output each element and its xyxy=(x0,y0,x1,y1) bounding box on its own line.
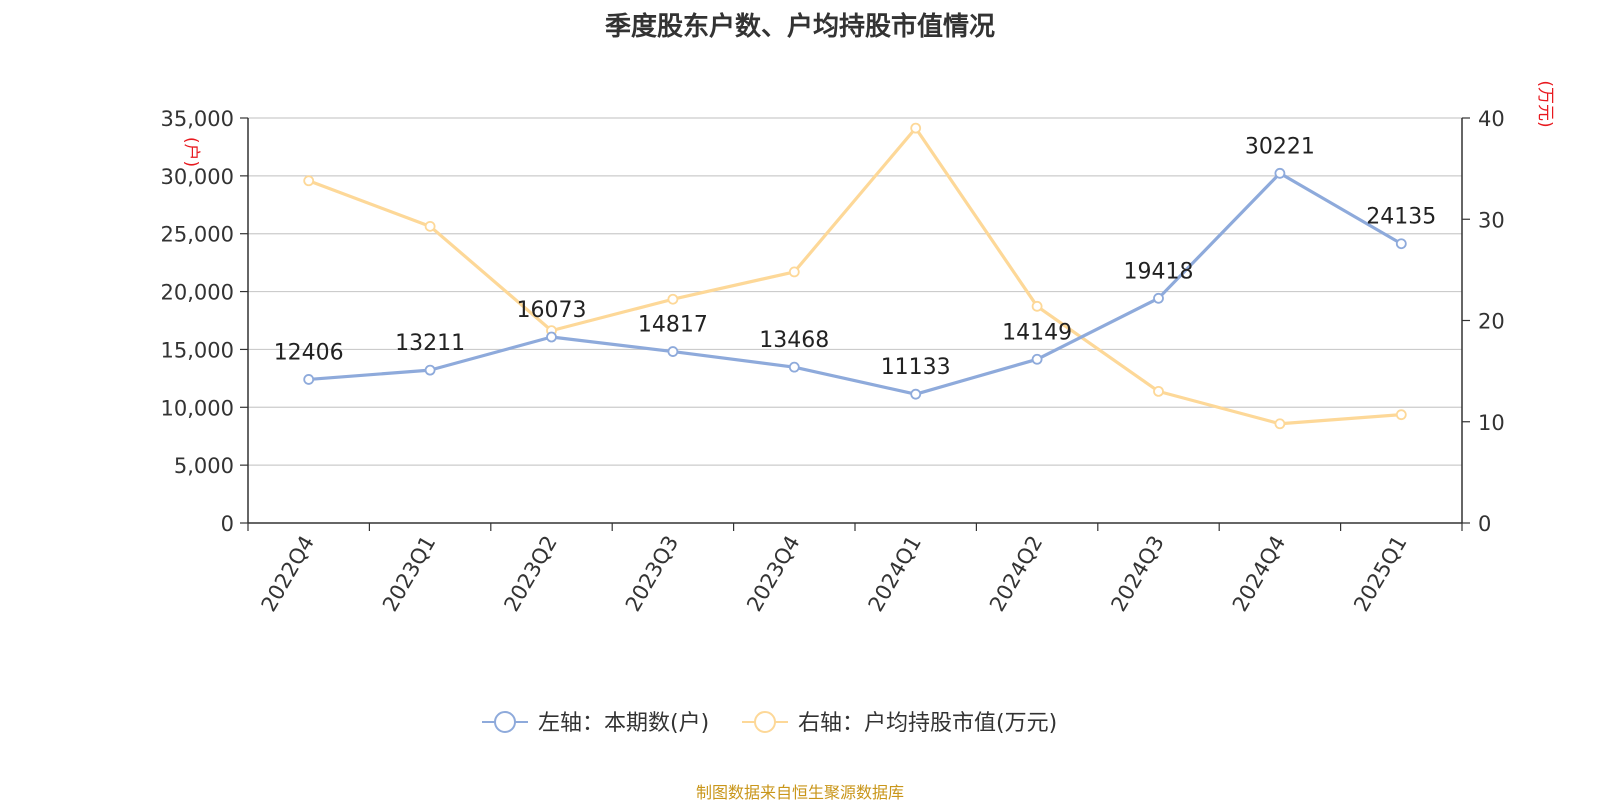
left-axis-tick-label: 30,000 xyxy=(161,165,234,189)
holders-data-label: 12406 xyxy=(274,340,344,365)
avg-value-point xyxy=(1395,409,1407,421)
x-axis-category-label: 2025Q1 xyxy=(1349,532,1411,616)
left-axis-tick-label: 35,000 xyxy=(161,107,234,131)
x-axis-category-label: 2023Q2 xyxy=(499,532,561,616)
legend-marker xyxy=(754,711,776,733)
avg-value-point xyxy=(1153,385,1164,397)
holders-data-label: 11133 xyxy=(881,355,951,380)
holders-data-label: 30221 xyxy=(1245,134,1315,159)
holders-data-label: 13468 xyxy=(759,328,829,353)
left-axis-tick-label: 25,000 xyxy=(161,223,234,247)
left-axis-tick-label: 0 xyxy=(221,512,234,536)
x-axis-category-label: 2023Q1 xyxy=(378,532,440,616)
avg-value-line xyxy=(308,126,1402,426)
left-axis-tick-label: 15,000 xyxy=(161,338,234,362)
x-axis-category-label: 2023Q4 xyxy=(742,532,804,616)
avg-value-point xyxy=(303,175,315,187)
right-axis-tick-label: 10 xyxy=(1478,411,1505,435)
holders-point xyxy=(667,346,679,357)
holders-point xyxy=(546,331,557,343)
holders-point xyxy=(1031,353,1043,365)
right-axis-tick-label: 20 xyxy=(1478,310,1505,334)
right-axis-tick-label: 0 xyxy=(1478,512,1491,536)
avg-value-point xyxy=(910,122,922,134)
holders-point xyxy=(303,374,315,385)
avg-value-point xyxy=(1031,300,1043,312)
avg-value-point xyxy=(424,220,436,232)
holders-data-label: 16073 xyxy=(517,298,587,323)
x-axis-category-label: 2024Q3 xyxy=(1106,532,1168,616)
holders-data-label: 14817 xyxy=(638,313,708,338)
legend-label: 右轴：户均持股市值(万元) xyxy=(798,711,1057,736)
x-axis-category-label: 2024Q2 xyxy=(985,532,1047,616)
left-axis-unit-label: (户) xyxy=(181,137,201,167)
avg-value-point xyxy=(667,293,679,305)
right-axis-tick-label: 40 xyxy=(1478,107,1505,131)
holders-point xyxy=(910,388,922,400)
left-axis-tick-label: 5,000 xyxy=(174,454,234,478)
legend-label: 左轴：本期数(户) xyxy=(538,711,709,736)
holders-line xyxy=(308,171,1403,396)
holders-point xyxy=(1395,238,1407,250)
avg-value-point xyxy=(788,266,800,278)
right-axis-unit-label: (万元) xyxy=(1535,80,1555,127)
dual-axis-line-chart: 0 5,000 10,000 15,000 20,000 25,000 30,000 35,0… xyxy=(161,80,1555,736)
x-axis-category-label: 2023Q3 xyxy=(621,532,683,616)
holders-point xyxy=(788,361,800,373)
holders-data-label: 19418 xyxy=(1124,259,1194,284)
x-axis-category-label: 2024Q4 xyxy=(1228,532,1290,616)
holders-data-label: 13211 xyxy=(395,331,465,356)
holders-point xyxy=(424,364,436,376)
chart-title: 季度股东户数、户均持股市值情况 xyxy=(604,12,995,42)
data-labels: 12406 13211 16073 14817 13468 11133 14149 19418… xyxy=(274,134,1437,380)
left-axis-tick-label: 10,000 xyxy=(161,396,234,420)
holders-point xyxy=(1153,292,1164,304)
legend: 左轴：本期数(户) 右轴：户均持股市值(万元) xyxy=(482,711,1057,736)
grid-lines xyxy=(248,117,1462,466)
left-axis-tick-label: 20,000 xyxy=(161,281,234,305)
right-axis-tick-label: 30 xyxy=(1478,208,1505,232)
holders-data-label: 24135 xyxy=(1366,205,1436,230)
x-axis-category-label: 2022Q4 xyxy=(257,532,319,616)
source-note: 制图数据来自恒生聚源数据库 xyxy=(695,783,904,802)
avg-value-point xyxy=(1274,418,1286,430)
holders-point xyxy=(1274,167,1286,179)
legend-marker xyxy=(494,711,516,733)
holders-data-label: 14149 xyxy=(1002,320,1072,345)
axes: 0 5,000 10,000 15,000 20,000 25,000 30,000 35,0… xyxy=(161,80,1555,615)
x-axis-category-label: 2024Q1 xyxy=(864,532,926,616)
series-lines xyxy=(303,122,1407,430)
